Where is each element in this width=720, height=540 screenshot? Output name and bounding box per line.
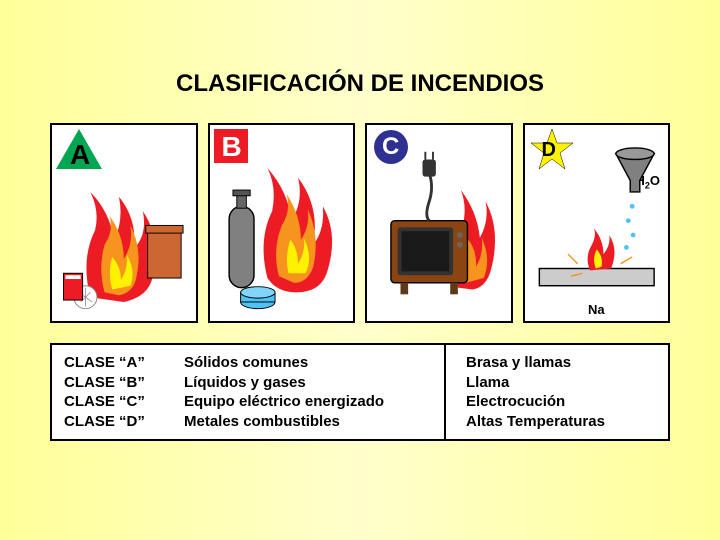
panel-c-letter: C [382,133,399,161]
legend-col-material: Sólidos comunes Líquidos y gases Equipo … [184,353,424,431]
panel-b: B [208,123,356,323]
panel-d-letter: D [542,139,556,162]
legend-cell: Llama [466,373,656,393]
page-title: CLASIFICACIÓN DE INCENDIOS [50,70,670,98]
legend-cell: Altas Temperaturas [466,412,656,432]
panels-row: A B [50,123,670,323]
legend-cell: Equipo eléctrico energizado [184,392,424,412]
panel-a-letter: A [70,139,90,171]
legend-cell: Metales combustibles [184,412,424,432]
legend-table: CLASE “A” CLASE “B” CLASE “C” CLASE “D” … [50,343,670,441]
panel-b-letter: B [222,131,242,163]
panel-d: D H2O Na [523,123,671,323]
legend-col-class: CLASE “A” CLASE “B” CLASE “C” CLASE “D” [64,353,164,431]
legend-cell: Electrocución [466,392,656,412]
panel-a: A [50,123,198,323]
legend-divider [444,345,446,439]
legend-col-effect: Brasa y llamas Llama Electrocución Altas… [466,353,656,431]
legend-cell: Líquidos y gases [184,373,424,393]
legend-cell: CLASE “A” [64,353,164,373]
legend-cell: Sólidos comunes [184,353,424,373]
panel-c: C [365,123,513,323]
legend-cell: CLASE “B” [64,373,164,393]
legend-cell: Brasa y llamas [466,353,656,373]
legend-cell: CLASE “C” [64,392,164,412]
legend-cell: CLASE “D” [64,412,164,432]
